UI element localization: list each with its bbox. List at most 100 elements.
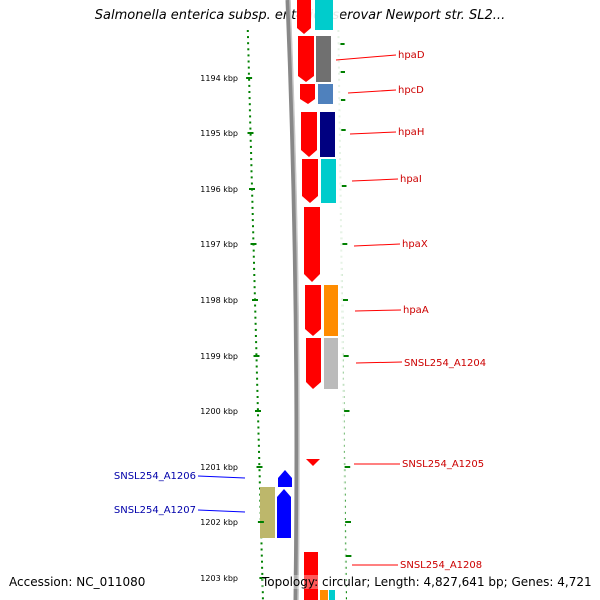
gene-arrow-hpaI <box>302 159 318 203</box>
track-dot <box>250 176 253 179</box>
gene-arrow-hpaH <box>301 112 317 157</box>
track-dot <box>247 48 250 51</box>
axis-tick-mark <box>339 129 346 131</box>
track-dot <box>247 60 250 63</box>
track-dot <box>258 481 261 484</box>
track-dot <box>255 371 258 374</box>
gene-label[interactable]: hpaI <box>400 174 422 185</box>
track-dot <box>250 164 253 167</box>
gene-arrow-SNSL254_A1207 <box>277 489 291 538</box>
axis-tick-label: 1197 kbp <box>200 240 238 249</box>
track-dot <box>254 328 257 331</box>
track-dot <box>247 42 250 45</box>
gene-arrow-top <box>297 0 311 34</box>
gene-label[interactable]: SNSL254_A1204 <box>404 358 486 369</box>
track-dot <box>258 463 261 466</box>
track-dot <box>255 353 258 356</box>
track-dot <box>345 597 347 600</box>
track-dot <box>257 432 260 435</box>
axis-tick-label: 1199 kbp <box>200 352 238 361</box>
track-dot <box>258 469 261 472</box>
track-dot <box>252 225 254 228</box>
track-dot <box>254 316 257 319</box>
track-dot <box>253 286 256 289</box>
track-dot <box>249 127 252 130</box>
track-dot <box>248 103 251 106</box>
track-dot <box>261 566 264 569</box>
track-dot <box>253 261 255 264</box>
axis-tick-mark <box>257 521 264 523</box>
axis-tick-mark <box>342 299 348 301</box>
track-dot <box>257 414 259 417</box>
cog-box-SNSL254_A1204 <box>324 338 338 389</box>
track-dot <box>256 408 259 411</box>
gene-label[interactable]: SNSL254_A1207 <box>114 505 196 516</box>
axis-tick-label: 1198 kbp <box>200 296 238 305</box>
gene-label[interactable]: hpcD <box>398 85 424 96</box>
track-dot <box>256 383 259 386</box>
gene-label[interactable]: SNSL254_A1205 <box>402 459 484 470</box>
axis-tick-mark <box>345 521 351 523</box>
axis-tick-label: 1201 kbp <box>200 463 238 472</box>
callout-line <box>347 89 397 94</box>
track-dot <box>248 97 251 100</box>
track-dot <box>253 280 256 283</box>
track-dot <box>254 304 257 307</box>
callout-line <box>197 509 246 513</box>
track-dot <box>255 365 258 368</box>
track-dot <box>258 475 261 478</box>
axis-tick-mark <box>339 99 346 101</box>
gene-arrow-SNSL254_A1205 <box>306 459 320 466</box>
track-dot <box>261 560 263 563</box>
gene-label[interactable]: hpaD <box>398 50 425 61</box>
axis-tick-label: 1203 kbp <box>200 574 238 583</box>
track-dot <box>248 91 251 93</box>
callout-line <box>354 309 402 312</box>
axis-tick-mark <box>340 185 347 187</box>
track-dot <box>254 322 257 325</box>
axis-tick-label: 1200 kbp <box>200 407 238 416</box>
track-dot <box>261 585 264 588</box>
track-dot <box>251 200 254 203</box>
track-dot <box>249 139 252 142</box>
track-dot <box>261 572 264 575</box>
cog-box-hpaD <box>316 36 331 82</box>
track-dot <box>261 591 264 594</box>
track-dot <box>253 292 256 295</box>
track-dot <box>251 219 254 222</box>
track-dot <box>254 335 257 337</box>
track-dot <box>250 182 253 185</box>
gene-label[interactable]: hpaA <box>403 305 429 316</box>
axis-tick-label: 1194 kbp <box>200 74 238 83</box>
axis-tick-mark <box>253 355 260 357</box>
axis-tick-mark <box>252 299 258 301</box>
genome-backbone <box>285 0 300 600</box>
track-dot <box>251 206 254 209</box>
track-dot <box>248 109 251 112</box>
track-dot <box>247 72 250 75</box>
axis-tick-mark <box>259 577 266 579</box>
track-dot <box>257 438 260 441</box>
callout-line <box>353 243 401 247</box>
track-dot <box>256 389 259 392</box>
track-dot <box>260 554 263 557</box>
axis-tick-label: 1196 kbp <box>200 185 238 194</box>
track-dot <box>260 542 263 545</box>
gene-label[interactable]: SNSL254_A1206 <box>114 471 196 482</box>
gene-label[interactable]: hpaH <box>398 127 424 138</box>
gene-arrow-hpaX <box>304 207 320 282</box>
genome-backbone-highlight <box>289 0 300 600</box>
axis-tick-mark <box>344 466 351 468</box>
axis-tick-mark <box>247 132 254 134</box>
gene-label[interactable]: SNSL254_A1208 <box>400 560 482 571</box>
axis-tick-label: 1195 kbp <box>200 129 238 138</box>
track-dot <box>257 420 260 423</box>
track-dot <box>258 450 260 453</box>
track-dot <box>250 158 253 161</box>
gene-label[interactable]: hpaX <box>402 239 428 250</box>
cog-box-hpaH <box>320 112 335 157</box>
axis-tick-mark <box>249 188 255 190</box>
axis-tick-mark <box>341 243 348 245</box>
track-dot <box>247 36 249 39</box>
track-dot <box>252 231 255 234</box>
